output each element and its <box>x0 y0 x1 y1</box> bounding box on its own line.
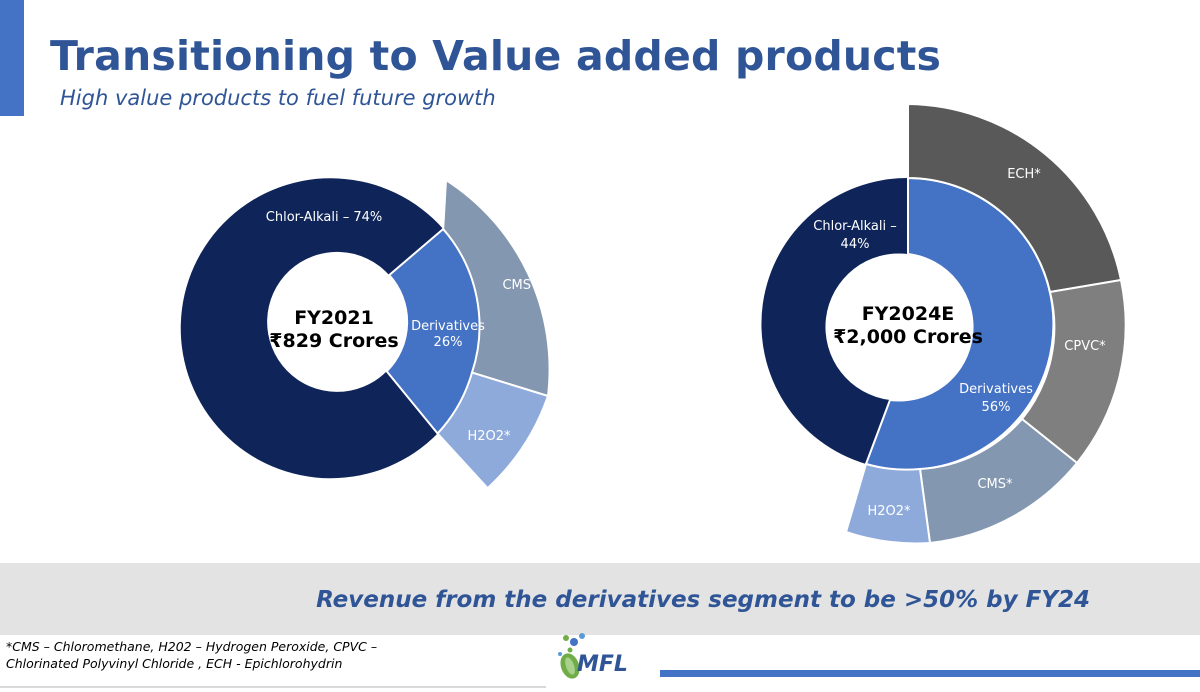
chart2-center-title: FY2024E <box>862 303 955 325</box>
chart1-center-title: FY2021 <box>294 307 374 329</box>
chart-fy2024e: Chlor-Alkali – 44% Derivatives 56% ECH* … <box>761 102 1127 545</box>
chart1-label-h2o2: H2O2* <box>467 429 511 444</box>
summary-banner <box>0 563 1200 635</box>
chart2-label-cpvc: CPVC* <box>1064 339 1106 354</box>
chart1-center-value: ₹829 Crores <box>269 330 398 352</box>
chart2-label-derivatives-pct: 56% <box>982 400 1011 415</box>
mfl-logo-icon <box>558 633 585 679</box>
footer-rule-left <box>0 686 546 688</box>
chart1-label-derivatives-pct: 26% <box>434 335 463 350</box>
chart2-slice-chlor-alkali <box>761 177 908 465</box>
chart1-slice-cms <box>442 178 551 398</box>
mfl-logo-text: MFL <box>577 652 628 677</box>
page-subtitle: High value products to fuel future growt… <box>60 86 496 110</box>
footnote-line-1: *CMS – Chloromethane, H202 – Hydrogen Pe… <box>6 639 378 654</box>
title-accent-bar <box>0 0 24 116</box>
footnote-line-2: Chlorinated Polyvinyl Chloride , ECH - E… <box>6 656 343 671</box>
footnote: *CMS – Chloromethane, H202 – Hydrogen Pe… <box>6 638 446 672</box>
chart2-slice-h2o2 <box>844 462 932 545</box>
footer-rule <box>660 670 1200 677</box>
chart2-label-chlor-alkali-line2: 44% <box>841 237 870 252</box>
chart2-label-h2o2: H2O2* <box>867 504 911 519</box>
chart1-slice-h2o2 <box>436 371 550 490</box>
chart1-label-chlor-alkali: Chlor-Alkali – 74% <box>266 210 382 225</box>
chart1-label-cms: CMS* <box>502 278 538 293</box>
sunburst-charts: Chlor-Alkali – 74% Derivatives 26% CMS* … <box>180 102 1127 545</box>
page-title: Transitioning to Value added products <box>50 32 942 80</box>
chart1-label-derivatives-name: Derivatives <box>411 319 485 334</box>
chart-fy2021: Chlor-Alkali – 74% Derivatives 26% CMS* … <box>180 178 551 490</box>
chart2-label-chlor-alkali-line1: Chlor-Alkali – <box>813 219 896 234</box>
chart2-slice-ech <box>907 102 1123 294</box>
chart2-center-value: ₹2,000 Crores <box>833 326 983 348</box>
chart2-label-derivatives-name: Derivatives <box>959 382 1033 397</box>
summary-banner-text: Revenue from the derivatives segment to … <box>316 587 1090 613</box>
chart2-label-ech: ECH* <box>1007 167 1041 182</box>
chart1-slice-chlor-alkali <box>180 178 444 479</box>
chart2-label-cms: CMS* <box>977 477 1013 492</box>
